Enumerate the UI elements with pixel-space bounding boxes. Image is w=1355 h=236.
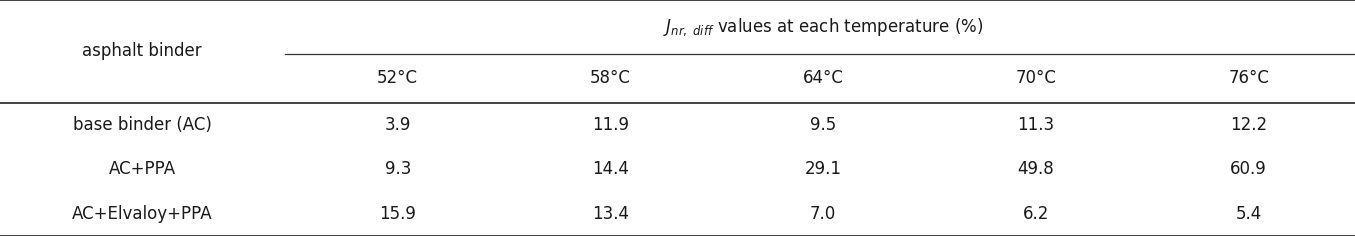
Text: 58°C: 58°C — [589, 69, 631, 88]
Text: 5.4: 5.4 — [1236, 205, 1262, 223]
Text: 29.1: 29.1 — [805, 160, 841, 178]
Text: 11.9: 11.9 — [592, 116, 629, 134]
Text: 6.2: 6.2 — [1023, 205, 1049, 223]
Text: 76°C: 76°C — [1228, 69, 1270, 88]
Text: 9.5: 9.5 — [810, 116, 836, 134]
Text: AC+PPA: AC+PPA — [108, 160, 176, 178]
Text: 49.8: 49.8 — [1018, 160, 1054, 178]
Text: 15.9: 15.9 — [379, 205, 416, 223]
Text: 60.9: 60.9 — [1230, 160, 1267, 178]
Text: 64°C: 64°C — [802, 69, 844, 88]
Text: 70°C: 70°C — [1015, 69, 1057, 88]
Text: 3.9: 3.9 — [385, 116, 411, 134]
Text: 14.4: 14.4 — [592, 160, 629, 178]
Text: 12.2: 12.2 — [1230, 116, 1267, 134]
Text: base binder (AC): base binder (AC) — [73, 116, 211, 134]
Text: 52°C: 52°C — [377, 69, 419, 88]
Text: asphalt binder: asphalt binder — [83, 42, 202, 60]
Text: AC+Elvaloy+PPA: AC+Elvaloy+PPA — [72, 205, 213, 223]
Text: 11.3: 11.3 — [1018, 116, 1054, 134]
Text: 9.3: 9.3 — [385, 160, 411, 178]
Text: $\mathit{J}_{nr,\ diff}$ values at each temperature (%): $\mathit{J}_{nr,\ diff}$ values at each … — [663, 16, 984, 38]
Text: 13.4: 13.4 — [592, 205, 629, 223]
Text: 7.0: 7.0 — [810, 205, 836, 223]
